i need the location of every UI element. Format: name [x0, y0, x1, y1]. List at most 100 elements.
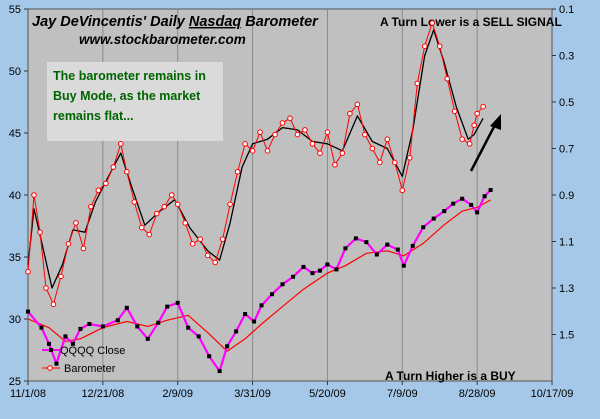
barometer-point	[429, 20, 436, 26]
qqqq-close-point	[364, 240, 369, 245]
qqqq-close-point	[39, 325, 44, 330]
qqqq-close-point	[196, 334, 201, 339]
barometer-point	[153, 210, 160, 217]
barometer-point	[182, 220, 188, 226]
qqqq-close-line	[27, 189, 492, 373]
left-tick-label: 55	[9, 4, 21, 16]
barometer-point	[168, 192, 175, 198]
qqqq-close-point	[186, 325, 191, 330]
barometer-point	[459, 136, 465, 142]
barometer-point	[138, 224, 145, 231]
qqqq-close-point	[54, 361, 59, 366]
left-tick-label: 35	[9, 252, 21, 264]
x-tick-label: 2/9/09	[162, 388, 193, 400]
x-tick-label: 3/31/09	[234, 388, 271, 400]
qqqq-close-point	[343, 246, 348, 251]
qqqq-close-point	[374, 252, 379, 257]
qqqq-close-point	[252, 319, 257, 324]
barometer-point	[95, 187, 102, 194]
barometer-point	[354, 101, 361, 108]
barometer-point	[43, 285, 49, 291]
left-tick-label: 45	[9, 128, 21, 140]
legend-label-barometer: Barometer	[64, 363, 116, 375]
right-axis-ticks: 0.1 0.3 0.5 0.7 0.9 1.1 1.3 1.5	[552, 4, 574, 342]
qqqq-close-point	[46, 341, 51, 346]
x-tick-label: 5/20/09	[309, 388, 346, 400]
barometer-point	[324, 129, 331, 136]
barometer-point	[88, 203, 94, 210]
barometer-point	[339, 150, 346, 156]
qqqq-close-point	[115, 318, 120, 323]
qqqq-close-point	[469, 202, 474, 207]
legend: QQQQ Close Barometer	[42, 345, 125, 375]
right-tick-label: 0.3	[559, 51, 574, 63]
right-tick-label: 1.1	[559, 237, 574, 249]
qqqq-close-point	[451, 201, 456, 206]
right-tick-label: 0.7	[559, 144, 574, 156]
title-part-1: Jay DeVincentis' Daily	[32, 14, 189, 30]
legend-marker-qqqq	[49, 348, 53, 352]
barometer-point	[65, 241, 72, 247]
left-axis-ticks: 25 30 35 40 45 50 55	[9, 4, 28, 388]
barometer-point	[212, 259, 218, 266]
x-tick-label: 7/9/09	[387, 388, 418, 400]
barometer-point	[189, 241, 196, 247]
barometer-point	[471, 122, 477, 129]
qqqq-close-point	[259, 303, 264, 308]
qqqq-close-point	[421, 225, 426, 230]
barometer-point	[174, 201, 181, 208]
title-part-underlined: Nasdaq	[189, 14, 242, 30]
callout-line: The barometer remains in	[53, 69, 206, 83]
qqqq-close-point	[175, 300, 180, 305]
qqqq-close-point	[243, 312, 248, 317]
barometer-point	[50, 301, 57, 308]
qqqq-close-point	[225, 344, 230, 349]
qqqq-close-point	[135, 324, 140, 329]
left-tick-label: 40	[9, 190, 21, 202]
qqqq-close-point	[280, 282, 285, 287]
qqqq-close-point	[70, 341, 75, 346]
qqqq-close-point	[100, 324, 105, 329]
barometer-point	[257, 129, 263, 136]
qqqq-close-point	[165, 304, 170, 309]
qqqq-close-point	[442, 209, 447, 214]
qqqq-close-point	[334, 267, 339, 272]
barometer-point	[242, 141, 248, 147]
callout-line: Buy Mode, as the market	[53, 89, 201, 103]
right-tick-label: 1.3	[559, 283, 574, 295]
qqqq-close-point	[401, 263, 406, 268]
qqqq-close-point	[431, 216, 436, 221]
qqqq-close-point	[78, 326, 83, 331]
callout-text: The barometer remains in Buy Mode, as the…	[53, 69, 206, 123]
barometer-point	[204, 252, 211, 259]
barometer-point	[294, 131, 301, 138]
barometer-point	[332, 161, 338, 168]
qqqq-close-point	[63, 334, 68, 339]
qqqq-close-point	[395, 247, 400, 252]
barometer-point	[317, 150, 323, 156]
barometer-point	[249, 148, 256, 154]
barometer-point	[302, 127, 308, 133]
barometer-point	[146, 231, 153, 238]
callout-box	[47, 62, 223, 141]
qqqq-close-point	[124, 305, 129, 310]
barometer-point	[466, 141, 473, 147]
qqqq-close-point	[475, 210, 480, 215]
barometer-point	[219, 236, 226, 242]
chart-subtitle: www.stockbarometer.com	[79, 32, 246, 47]
legend-marker-barometer	[47, 365, 53, 371]
barometer-point	[436, 43, 443, 50]
barometer-point	[58, 273, 64, 280]
qqqq-close-point	[310, 271, 315, 276]
right-tick-label: 1.5	[559, 330, 574, 342]
barometer-point	[37, 229, 43, 235]
barometer-point	[444, 75, 451, 82]
barometer-point	[369, 145, 376, 152]
barometer-point	[110, 164, 117, 170]
left-tick-label: 50	[9, 66, 21, 78]
qqqq-close-point	[290, 274, 295, 279]
barometer-point	[264, 148, 271, 154]
qqqq-close-point	[26, 309, 30, 314]
barometer-point	[384, 136, 391, 142]
